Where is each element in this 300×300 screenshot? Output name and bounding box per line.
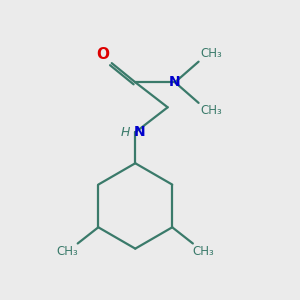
Text: N: N	[134, 125, 146, 139]
Text: H: H	[121, 126, 130, 139]
Text: N: N	[169, 75, 181, 89]
Text: CH₃: CH₃	[193, 245, 214, 258]
Text: CH₃: CH₃	[200, 104, 222, 117]
Text: CH₃: CH₃	[56, 245, 78, 258]
Text: CH₃: CH₃	[200, 47, 222, 60]
Text: O: O	[96, 47, 109, 62]
